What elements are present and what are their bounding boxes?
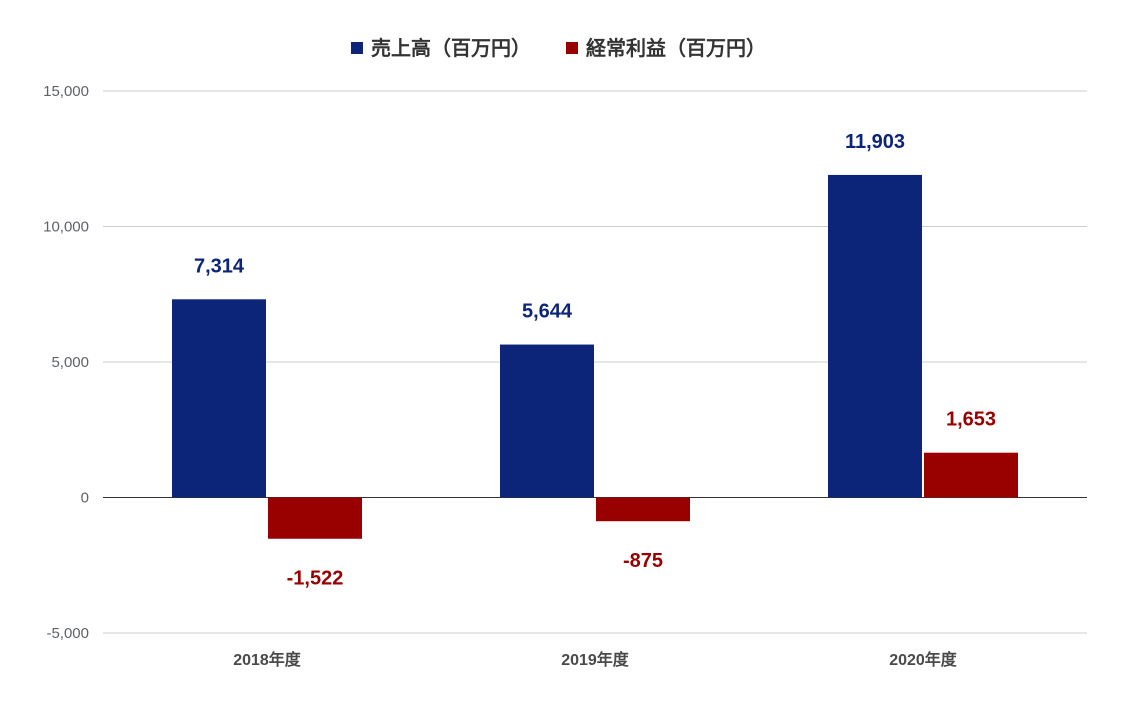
- y-tick-label: 5,000: [51, 354, 89, 371]
- bars: [172, 174, 1018, 539]
- legend-swatch: [566, 42, 578, 54]
- bar-sales: [828, 174, 922, 498]
- bar-sales: [500, 344, 594, 498]
- x-tick-label: 2019年度: [561, 650, 630, 669]
- y-tick-label: -5,000: [46, 625, 89, 642]
- y-tick-label: 10,000: [43, 219, 89, 236]
- legend: 売上高（百万円） 経常利益（百万円）: [351, 36, 766, 60]
- data-label: 7,314: [194, 255, 245, 277]
- bar-ordinary-profit: [924, 452, 1018, 498]
- bar-ordinary-profit: [268, 497, 362, 539]
- gridlines: [103, 90, 1087, 634]
- data-label: 5,644: [522, 301, 573, 323]
- y-tick-label: 0: [81, 490, 89, 507]
- x-tick-label: 2020年度: [889, 650, 958, 669]
- legend-label: 売上高（百万円）: [371, 36, 531, 60]
- data-label: -875: [623, 550, 663, 572]
- data-labels: 7,314 -1,522 5,644 -875 11,903 1,653: [194, 131, 996, 590]
- y-axis: 15,000 10,000 5,000 0 -5,000: [43, 83, 89, 642]
- bar-ordinary-profit: [596, 497, 690, 522]
- legend-label: 経常利益（百万円）: [586, 36, 766, 60]
- data-label: 11,903: [845, 131, 905, 153]
- x-tick-label: 2018年度: [233, 650, 302, 669]
- legend-swatch: [351, 42, 363, 54]
- data-label: 1,653: [946, 409, 996, 431]
- data-label: -1,522: [287, 568, 344, 590]
- bar-sales: [172, 299, 266, 498]
- x-axis: 2018年度 2019年度 2020年度: [233, 650, 958, 669]
- y-tick-label: 15,000: [43, 83, 89, 100]
